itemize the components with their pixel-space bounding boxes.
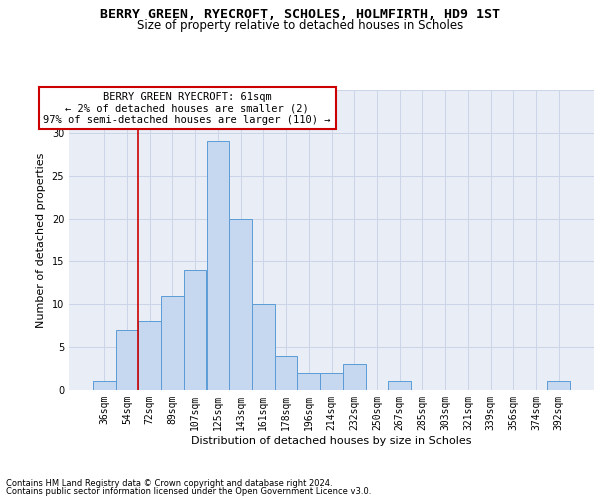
Bar [320,373,343,390]
Bar [206,142,229,390]
Bar [343,364,365,390]
Text: Size of property relative to detached houses in Scholes: Size of property relative to detached ho… [137,18,463,32]
Bar [298,373,320,390]
Bar [139,322,161,390]
Bar [547,382,570,390]
Bar [161,296,184,390]
Text: Contains public sector information licensed under the Open Government Licence v3: Contains public sector information licen… [6,487,371,496]
Bar [229,218,252,390]
X-axis label: Distribution of detached houses by size in Scholes: Distribution of detached houses by size … [191,436,472,446]
Bar [93,382,116,390]
Bar [275,356,298,390]
Text: BERRY GREEN, RYECROFT, SCHOLES, HOLMFIRTH, HD9 1ST: BERRY GREEN, RYECROFT, SCHOLES, HOLMFIRT… [100,8,500,20]
Bar [184,270,206,390]
Y-axis label: Number of detached properties: Number of detached properties [36,152,46,328]
Text: BERRY GREEN RYECROFT: 61sqm
← 2% of detached houses are smaller (2)
97% of semi-: BERRY GREEN RYECROFT: 61sqm ← 2% of deta… [43,92,331,124]
Bar [252,304,275,390]
Text: Contains HM Land Registry data © Crown copyright and database right 2024.: Contains HM Land Registry data © Crown c… [6,478,332,488]
Bar [116,330,139,390]
Bar [388,382,411,390]
